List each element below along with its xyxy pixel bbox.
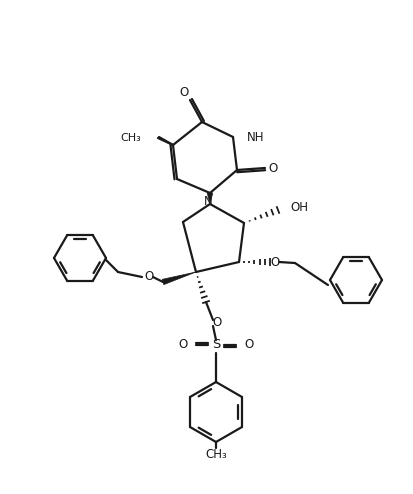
Polygon shape	[207, 193, 212, 204]
Text: CH₃: CH₃	[120, 133, 141, 143]
Text: O: O	[178, 338, 187, 352]
Text: O: O	[268, 162, 277, 174]
Text: O: O	[144, 271, 153, 284]
Text: CH₃: CH₃	[204, 448, 226, 460]
Text: O: O	[270, 256, 279, 270]
Text: N: N	[203, 195, 212, 207]
Text: O: O	[212, 317, 221, 329]
Text: O: O	[244, 338, 253, 352]
Text: O: O	[179, 85, 188, 98]
Polygon shape	[162, 272, 195, 285]
Text: NH: NH	[247, 130, 264, 143]
Text: OH: OH	[289, 201, 307, 213]
Text: S: S	[211, 338, 220, 352]
